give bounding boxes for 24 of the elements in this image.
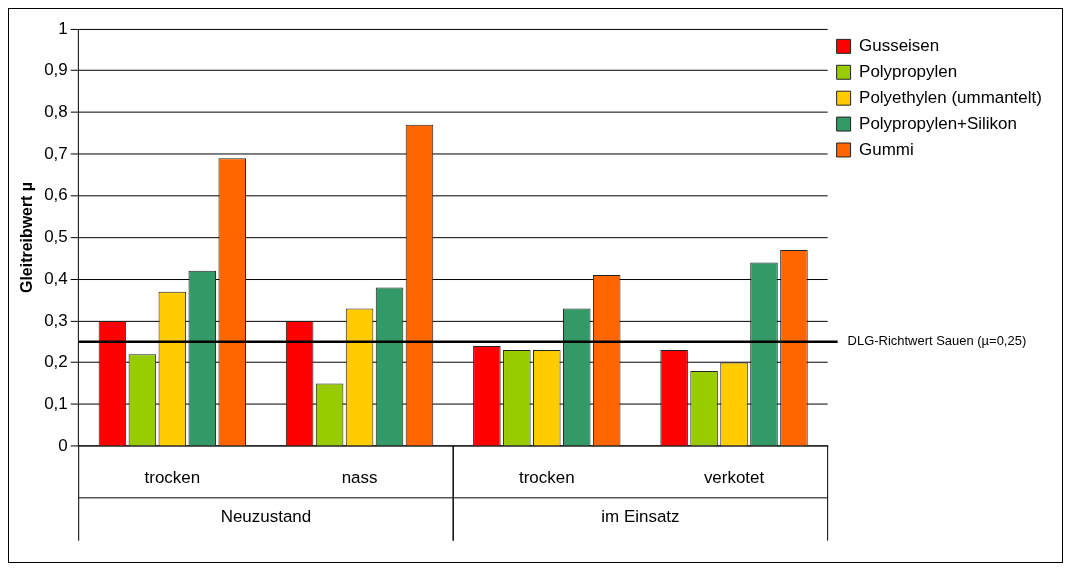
text: Neuzustand [220,507,312,527]
y-tick-label: 0,1 [44,393,68,413]
legend-label: Polypropylen [859,61,958,81]
legend-label: Polypropylen+Silikon [859,113,1017,133]
legend-label: Gummi [859,139,914,159]
y-tick-label: 0,5 [44,227,68,247]
x-tick-label: verkotet [703,467,765,487]
y-tick-label: 0,6 [44,185,68,205]
y-axis-title: Gleitreibwert µ [17,182,35,293]
legend-label: Polyethylen (ummantelt) [859,87,1042,107]
y-tick-label: 0 [58,435,68,455]
text: im Einsatz [601,507,680,527]
legend-label: Gusseisen [859,36,940,56]
ref-line-label: DLG-Richtwert Sauen (µ=0,25) [847,333,1027,349]
x-tick-label: trocken [518,467,575,487]
y-tick-label: 0,9 [44,60,68,80]
x-tick-label: nass [341,467,378,487]
y-tick-label: 0,2 [44,352,68,372]
y-tick-label: 0,4 [44,268,68,288]
y-tick-label: 0,8 [44,102,68,122]
y-tick-label: 0,3 [44,310,68,330]
y-tick-label: 1 [58,18,68,38]
x-tick-label: trocken [144,467,201,487]
y-tick-label: 0,7 [44,143,68,163]
